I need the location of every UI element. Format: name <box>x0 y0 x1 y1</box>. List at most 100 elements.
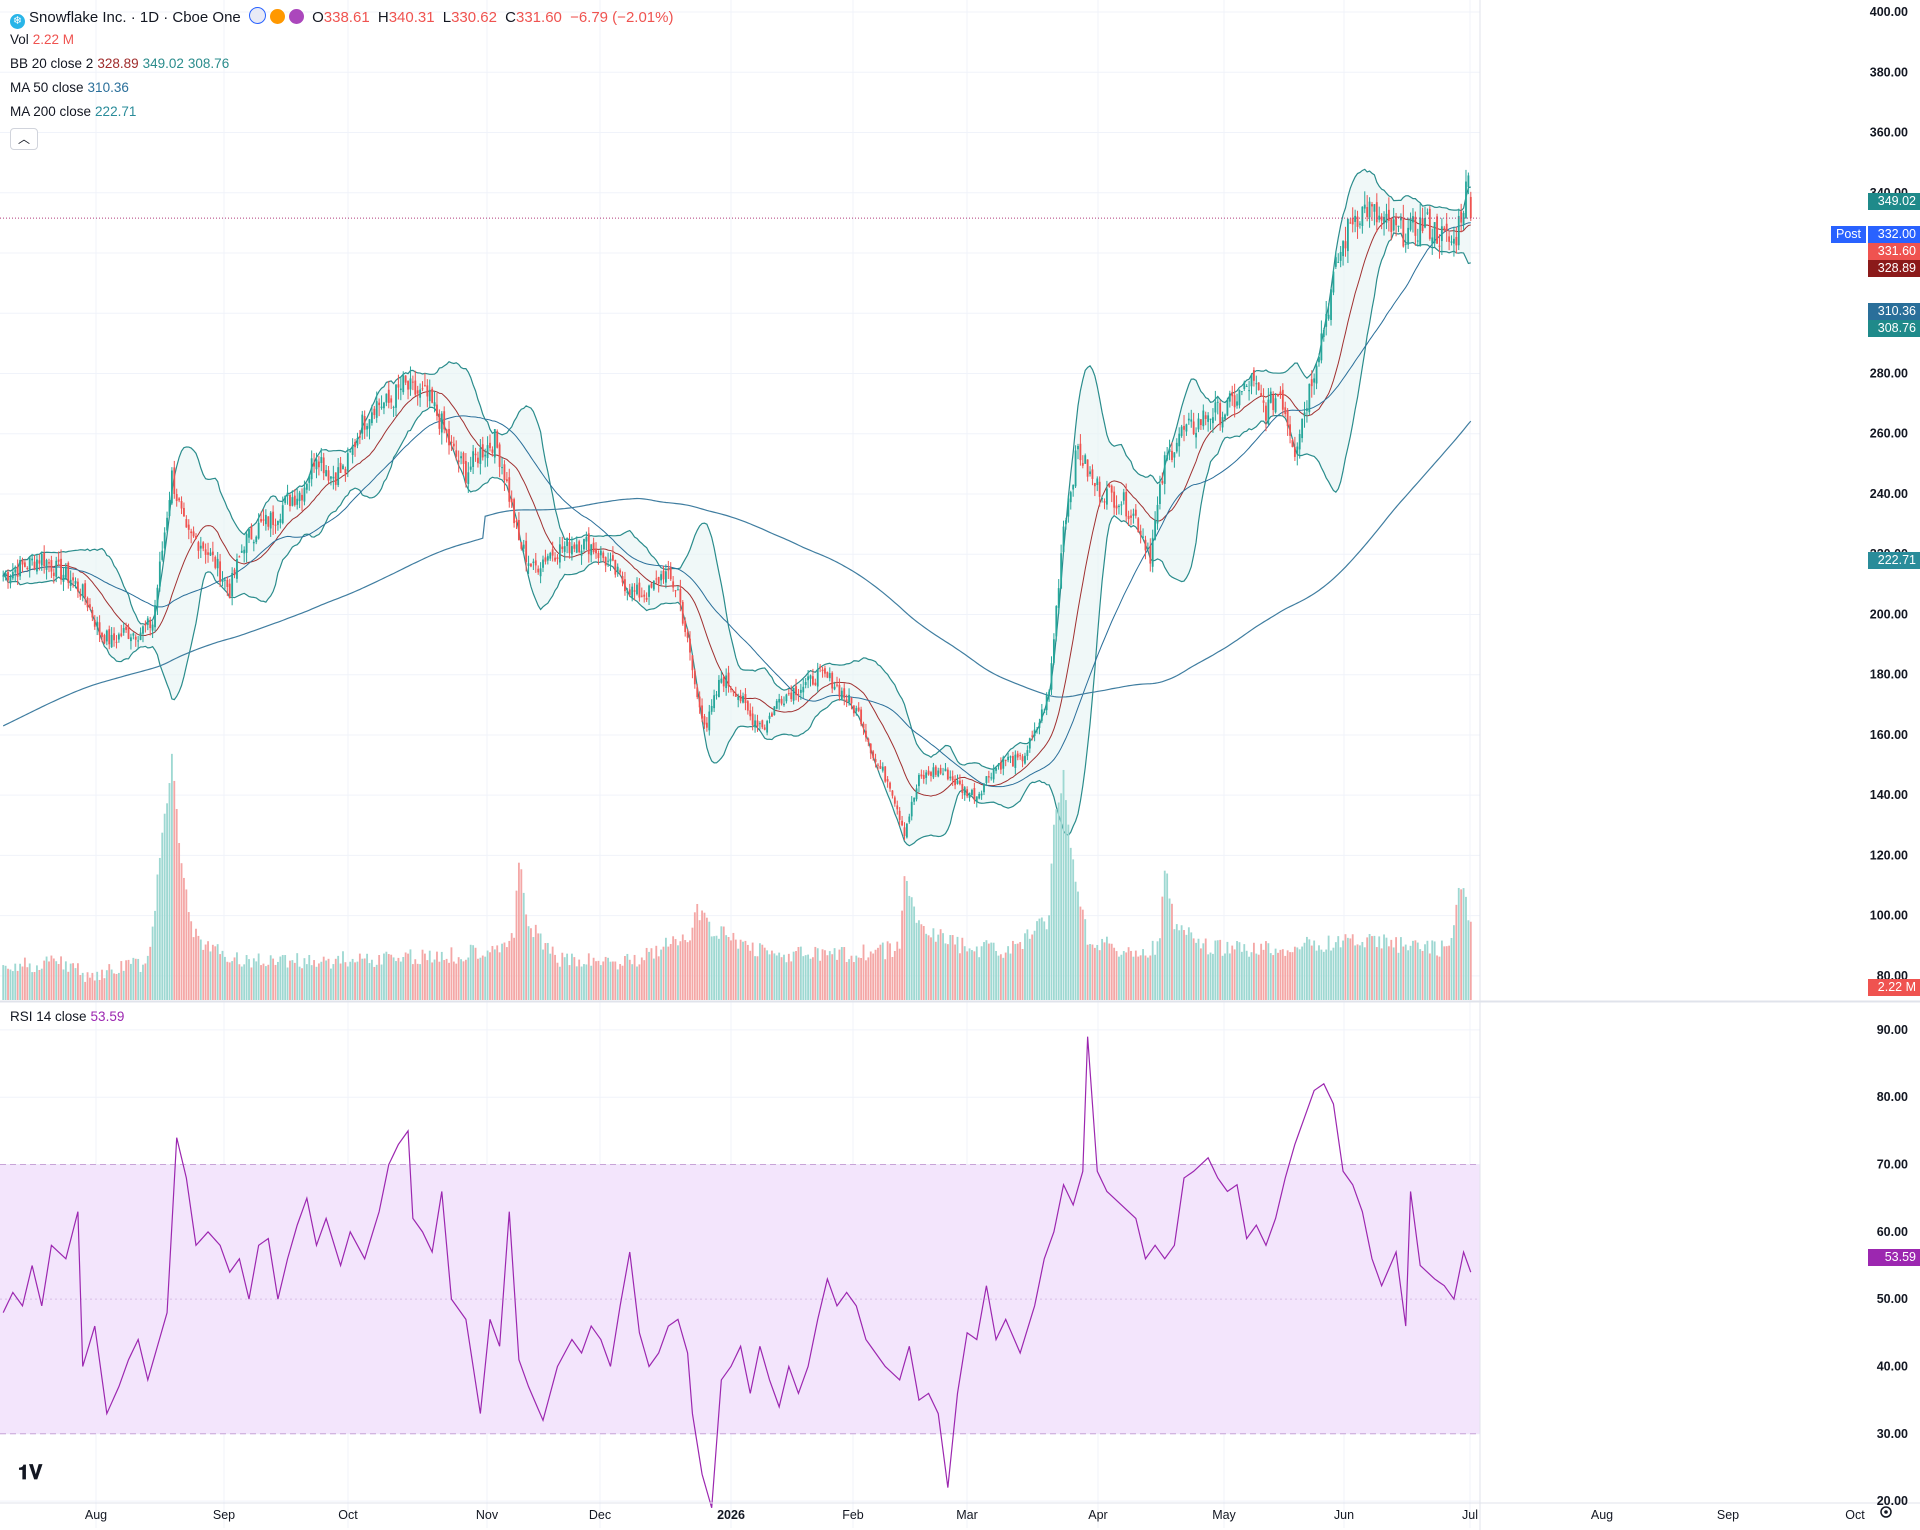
candle-body <box>1120 504 1123 506</box>
volume-bar <box>771 950 773 1000</box>
candle <box>1286 408 1289 436</box>
volume-bar <box>925 933 928 1000</box>
candle <box>286 484 289 505</box>
volume-bar <box>814 946 817 1000</box>
volume-bar <box>1455 904 1458 1000</box>
volume-bar <box>1277 952 1279 1000</box>
bb-legend[interactable]: BB 20 close 2 328.89 349.02 308.76 <box>10 55 233 73</box>
volume-bar <box>185 889 188 1000</box>
candle-body <box>226 579 229 587</box>
collapse-legend-button[interactable]: ︿ <box>10 128 38 150</box>
volume-bar <box>1166 873 1169 1000</box>
rsi-legend[interactable]: RSI 14 close 53.59 <box>10 1008 128 1026</box>
settings-gear-icon[interactable] <box>1878 1504 1894 1520</box>
candle-body <box>1065 520 1067 525</box>
vol-value: 2.22 M <box>32 32 75 47</box>
candle-body <box>1453 238 1455 244</box>
volume-bar <box>62 969 65 1000</box>
candle-body <box>1236 401 1238 406</box>
volume-bar <box>33 971 36 1000</box>
volume-bar <box>486 950 489 1000</box>
candle-body <box>648 585 650 597</box>
candle-body <box>1216 401 1219 403</box>
candle-body <box>1060 553 1063 589</box>
candle <box>1139 524 1142 544</box>
candle <box>1402 204 1405 248</box>
candle-body <box>233 569 236 576</box>
ma50-legend[interactable]: MA 50 close 310.36 <box>10 79 133 97</box>
candle <box>260 511 262 523</box>
candle-body <box>38 560 41 564</box>
candle-body <box>783 703 785 706</box>
candle-body <box>1093 483 1096 487</box>
volume-bar <box>1327 935 1330 1000</box>
bb-basis-tag: 328.89 <box>1868 260 1920 277</box>
candle <box>272 505 275 535</box>
candle-body <box>498 444 501 467</box>
candle-body <box>1077 445 1079 450</box>
time-tick-label: 2026 <box>717 1508 745 1522</box>
ma200-line <box>2 420 1472 727</box>
candle <box>209 548 212 557</box>
tradingview-logo-icon[interactable]: 𝟏𝐕 <box>18 1462 43 1484</box>
candle-body <box>886 779 889 782</box>
candle-body <box>638 582 641 598</box>
candle <box>725 668 728 696</box>
volume-bar <box>450 947 453 1000</box>
volume-bar <box>154 910 156 1000</box>
volume-bar <box>597 960 600 1000</box>
volume-bar <box>874 949 877 1000</box>
volume-bar <box>1050 863 1053 1000</box>
candle-body <box>460 456 462 459</box>
volume-bar <box>715 935 718 1000</box>
volume-bar <box>440 951 443 1000</box>
volume-bar <box>1190 932 1193 1000</box>
candle-body <box>1349 222 1352 224</box>
candle <box>727 665 730 693</box>
candle-body <box>195 536 197 540</box>
volume-bar <box>922 925 925 1000</box>
volume-bar <box>725 935 728 1000</box>
candle-body <box>718 679 720 698</box>
ma200-legend[interactable]: MA 200 close 222.71 <box>10 103 140 121</box>
volume-bar <box>542 949 544 1000</box>
volume-bar <box>1375 947 1378 1000</box>
candle <box>1373 204 1376 226</box>
volume-bar <box>1265 941 1267 1000</box>
symbol-title[interactable]: Snowflake Inc. · 1D · Cboe One <box>29 9 241 26</box>
candle-body <box>113 633 115 641</box>
volume-bar <box>693 912 696 1000</box>
candle <box>1383 211 1385 236</box>
candle <box>354 438 356 457</box>
candle <box>1344 226 1347 257</box>
candle-body <box>730 688 732 690</box>
candle <box>746 699 749 715</box>
vol-legend[interactable]: Vol 2.22 M <box>10 31 78 49</box>
volume-bar <box>985 940 988 1000</box>
candle-body <box>1260 393 1263 397</box>
volume-bar <box>1269 953 1272 1000</box>
candle-body <box>40 553 43 566</box>
volume-bar <box>1163 870 1166 1000</box>
candle-body <box>1274 398 1277 413</box>
candle-body <box>467 472 470 484</box>
volume-bar <box>626 953 629 1000</box>
candle <box>1243 380 1246 391</box>
candle <box>1267 388 1270 426</box>
candle <box>1192 412 1195 436</box>
candle <box>840 687 843 700</box>
candle-body <box>722 676 725 687</box>
volume-bar <box>975 946 978 1000</box>
candle-body <box>245 533 248 553</box>
candle-body <box>60 558 62 580</box>
volume-bar <box>209 951 212 1000</box>
candle-body <box>811 676 814 685</box>
candle <box>1265 402 1267 432</box>
candle <box>158 551 161 592</box>
volume-bar <box>1004 952 1007 1000</box>
volume-bar <box>291 960 294 1000</box>
candle-body <box>1072 484 1075 490</box>
candle-body <box>16 566 19 577</box>
candle <box>732 690 735 697</box>
